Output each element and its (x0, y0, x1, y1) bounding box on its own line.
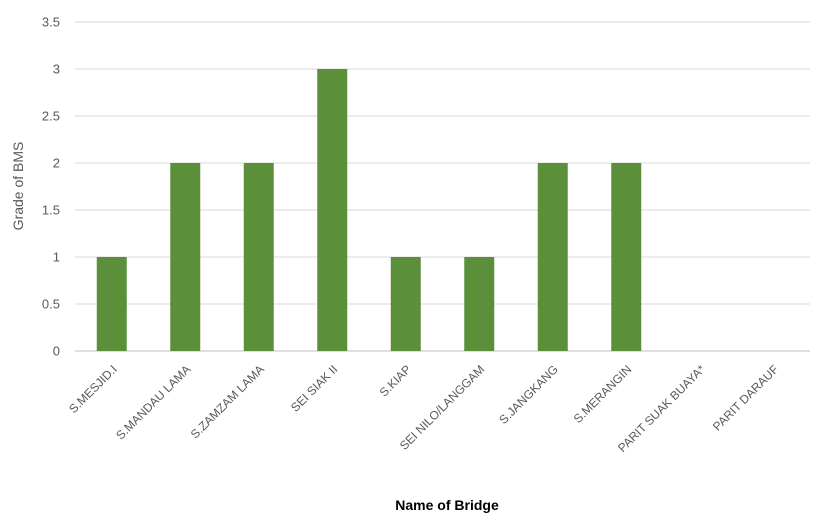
y-tick-label: 3 (53, 62, 60, 77)
x-tick-label: S.MESJID.I (66, 362, 120, 416)
bar (317, 69, 348, 351)
bar (537, 163, 568, 351)
bar (464, 257, 495, 351)
bar (96, 257, 127, 351)
x-tick-label: PARIT DARAUF (710, 362, 781, 433)
y-tick-label: 0.5 (42, 297, 60, 312)
bar (390, 257, 421, 351)
x-tick-label: SEI SIAK II (288, 362, 340, 414)
y-tick-label: 3.5 (42, 15, 60, 30)
y-axis-label: Grade of BMS (10, 142, 26, 231)
x-tick-label: SEI NILO/LANGGAM (397, 362, 488, 453)
bar (243, 163, 274, 351)
y-tick-label: 1.5 (42, 203, 60, 218)
bars (96, 69, 642, 351)
x-tick-label: S.MANDAU LAMA (113, 362, 193, 442)
x-tick-label: S.JANGKANG (496, 362, 561, 427)
y-tick-label: 0 (53, 344, 60, 359)
y-tick-labels: 0 0.5 1 1.5 2 2.5 3 3.5 (42, 15, 60, 359)
x-axis-label: Name of Bridge (395, 497, 499, 513)
bar (611, 163, 642, 351)
x-tick-label: S.ZAMZAM LAMA (188, 362, 267, 441)
y-tick-label: 2 (53, 156, 60, 171)
y-tick-label: 2.5 (42, 109, 60, 124)
x-tick-label: S.KIAP (377, 362, 414, 399)
y-tick-label: 1 (53, 250, 60, 265)
bar (170, 163, 201, 351)
x-tick-label: S.MERANGIN (571, 362, 635, 426)
